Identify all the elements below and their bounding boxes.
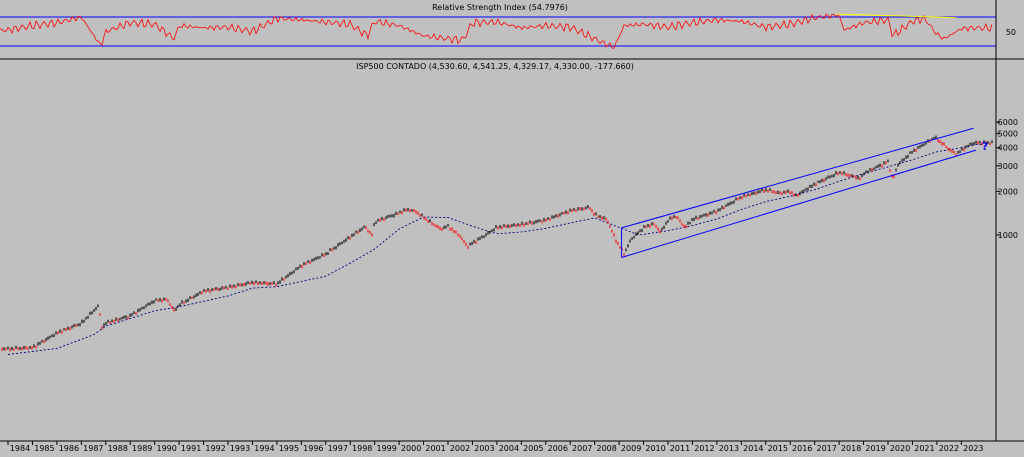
time-tick-label: 2012 bbox=[694, 444, 714, 453]
rsi-panel-background bbox=[0, 0, 996, 57]
time-tick-label: 2005 bbox=[523, 444, 543, 453]
time-tick-label: 2016 bbox=[792, 444, 812, 453]
time-tick-label: 2019 bbox=[865, 444, 885, 453]
price-tick-label: 1000 bbox=[998, 231, 1018, 240]
time-tick-label: 1988 bbox=[108, 444, 128, 453]
rsi-line bbox=[0, 13, 993, 49]
time-axis: 1984 1985 1986 1987 1988 1989 1990 1991 1992 1993… bbox=[7, 441, 984, 453]
time-tick-label: 2011 bbox=[670, 444, 690, 453]
price-title: ISP500 CONTADO (4,530.60, 4,541.25, 4,32… bbox=[356, 62, 634, 71]
time-tick-label: 2007 bbox=[572, 444, 592, 453]
trend-channel bbox=[621, 127, 977, 258]
price-tick-label: 6000 bbox=[998, 118, 1018, 127]
time-tick-label: 2010 bbox=[645, 444, 665, 453]
price-bars bbox=[1, 135, 993, 352]
time-tick-label: 2021 bbox=[914, 444, 934, 453]
channel-upper-line bbox=[621, 127, 974, 229]
time-tick-label: 2014 bbox=[743, 444, 763, 453]
time-tick-label: 2009 bbox=[621, 444, 641, 453]
time-tick-label: 2002 bbox=[450, 444, 470, 453]
time-tick-label: 2008 bbox=[596, 444, 616, 453]
time-tick-label: 1990 bbox=[156, 444, 176, 453]
time-tick-label: 1986 bbox=[59, 444, 79, 453]
channel-lower-line bbox=[621, 149, 977, 258]
time-tick-label: 1993 bbox=[230, 444, 250, 453]
rsi-trendline bbox=[836, 13, 957, 19]
time-tick-label: 2023 bbox=[963, 444, 983, 453]
price-tick-label: 3000 bbox=[998, 162, 1018, 171]
question-mark-annotation: ? bbox=[982, 140, 988, 153]
time-tick-label: 1984 bbox=[10, 444, 30, 453]
time-tick-label: 2004 bbox=[499, 444, 519, 453]
time-tick-label: 1989 bbox=[132, 444, 152, 453]
rsi-tick-label: 50 bbox=[1006, 28, 1016, 37]
time-tick-label: 2001 bbox=[425, 444, 445, 453]
time-tick-label: 2000 bbox=[401, 444, 421, 453]
time-tick-label: 2015 bbox=[768, 444, 788, 453]
time-tick-label: 1994 bbox=[254, 444, 274, 453]
time-tick-label: 2013 bbox=[719, 444, 739, 453]
time-tick-label: 2022 bbox=[939, 444, 959, 453]
price-axis-ticks: 1000 2000 3000 4000 5000 6000 bbox=[996, 118, 1018, 240]
rsi-title: Relative Strength Index (54.7976) bbox=[432, 3, 568, 12]
time-tick-label: 1991 bbox=[181, 444, 201, 453]
time-tick-label: 1997 bbox=[328, 444, 348, 453]
moving-average-line bbox=[7, 144, 982, 355]
time-tick-label: 1999 bbox=[376, 444, 396, 453]
moving-average-layer bbox=[7, 144, 982, 355]
price-tick-label: 2000 bbox=[998, 187, 1018, 196]
time-tick-label: 1992 bbox=[205, 444, 225, 453]
time-tick-label: 1985 bbox=[34, 444, 54, 453]
time-tick-label: 2006 bbox=[548, 444, 568, 453]
time-tick-label: 2017 bbox=[816, 444, 836, 453]
rsi-panel: Relative Strength Index (54.7976) 50 bbox=[0, 0, 1016, 57]
price-tick-label: 5000 bbox=[998, 130, 1018, 139]
time-tick-label: 1995 bbox=[279, 444, 299, 453]
time-tick-label: 1987 bbox=[83, 444, 103, 453]
time-tick-label: 2003 bbox=[474, 444, 494, 453]
time-tick-label: 2020 bbox=[890, 444, 910, 453]
price-tick-label: 4000 bbox=[998, 144, 1018, 153]
time-tick-label: 2018 bbox=[841, 444, 861, 453]
time-tick-label: 1996 bbox=[303, 444, 323, 453]
time-tick-label: 1998 bbox=[352, 444, 372, 453]
price-panel: ISP500 CONTADO (4,530.60, 4,541.25, 4,32… bbox=[1, 62, 1018, 355]
